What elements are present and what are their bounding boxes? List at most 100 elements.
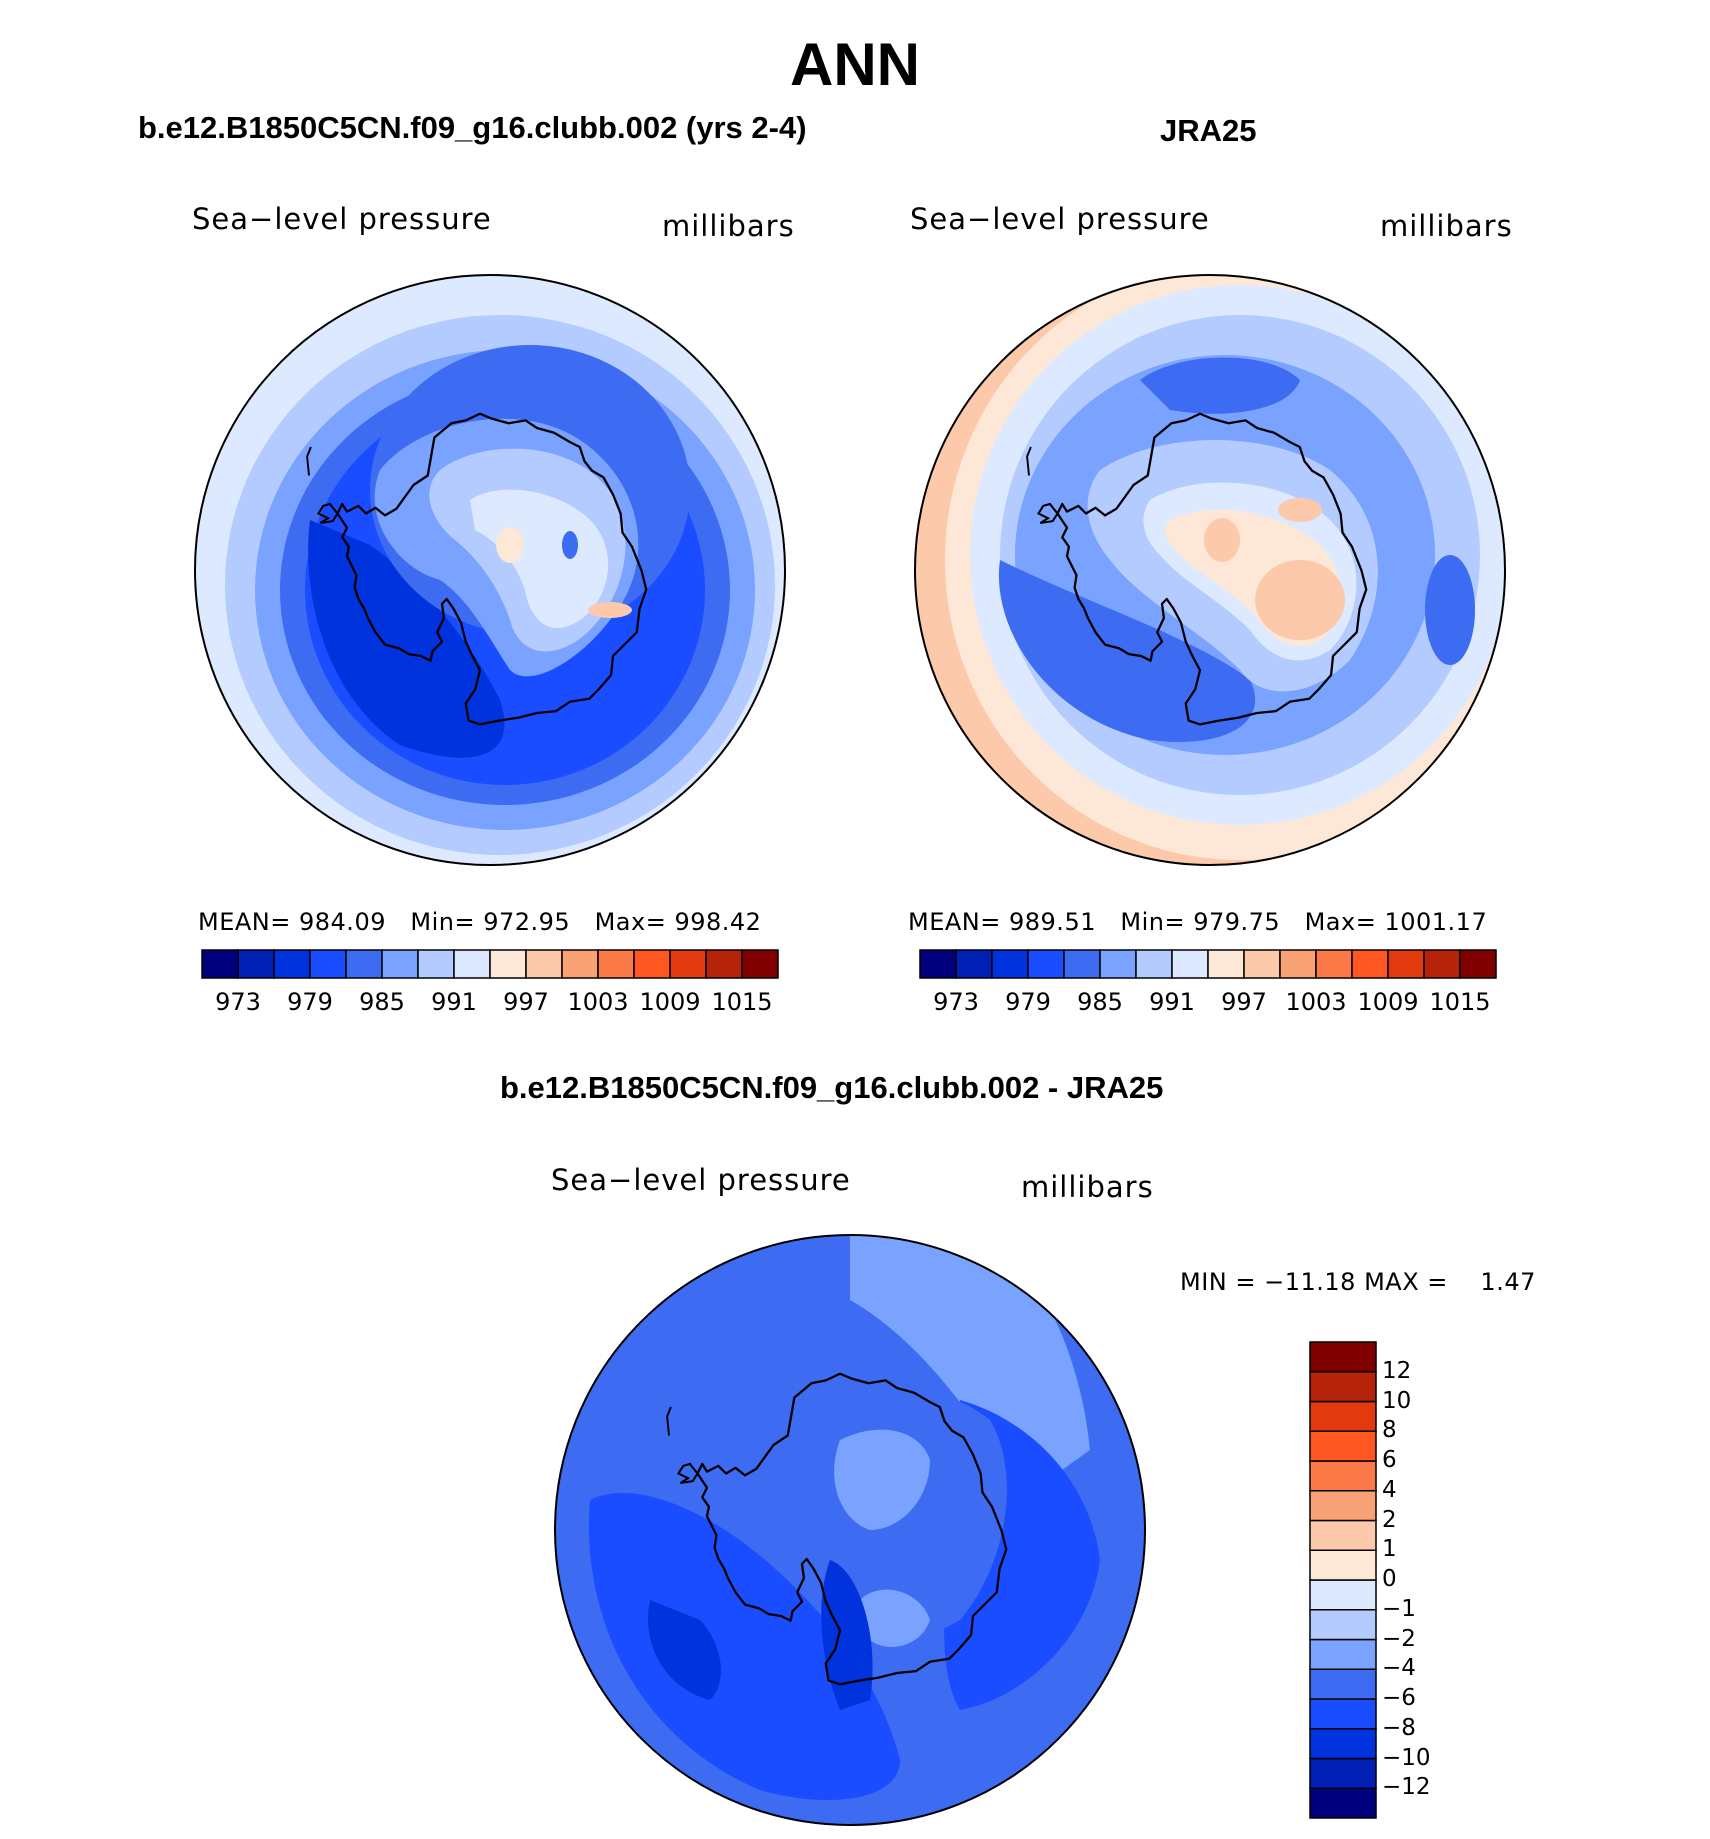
colorbar-box — [919, 949, 957, 979]
colorbar-box — [1099, 949, 1137, 979]
colorbar-box — [417, 949, 455, 979]
colorbar-box — [1309, 1609, 1377, 1641]
max-label: MAX = — [1364, 1268, 1448, 1296]
colorbar-box — [1387, 949, 1425, 979]
colorbar-tick-label: 985 — [359, 988, 405, 1016]
colorbar-box — [669, 949, 707, 979]
panel-2-stats: MEAN= 989.51 Min= 979.75 Max= 1001.17 — [908, 908, 1487, 936]
colorbar-box — [1063, 949, 1101, 979]
colorbar-box — [1135, 949, 1173, 979]
colorbar-box — [1243, 949, 1281, 979]
colorbar-tick-label: 4 — [1382, 1476, 1397, 1503]
colorbar-box — [1309, 1460, 1377, 1492]
colorbar-box — [991, 949, 1029, 979]
colorbar-tick-label: −8 — [1382, 1714, 1416, 1741]
panel-2-heading: JRA25 — [1160, 113, 1257, 148]
min-label: MIN = — [1180, 1268, 1256, 1296]
colorbar-box — [955, 949, 993, 979]
colorbar-box — [1309, 1490, 1377, 1522]
panel-1-map — [194, 274, 786, 866]
colorbar-tick-label: 985 — [1077, 988, 1123, 1016]
colorbar-tick-label: 973 — [933, 988, 979, 1016]
max-value: 1.47 — [1480, 1268, 1536, 1296]
max-label: Max= — [594, 908, 667, 936]
colorbar-box — [1315, 949, 1353, 979]
colorbar-box — [1309, 1728, 1377, 1760]
colorbar-tick-label: −1 — [1382, 1595, 1416, 1622]
max-value: 1001.17 — [1384, 908, 1488, 936]
min-value: 972.95 — [483, 908, 571, 936]
colorbar-box — [201, 949, 239, 979]
colorbar-tick-label: 1015 — [1429, 988, 1491, 1016]
colorbar-tick-label: 997 — [503, 988, 549, 1016]
colorbar-tick-label: 997 — [1221, 988, 1267, 1016]
colorbar-box — [597, 949, 635, 979]
panel-3-units: millibars — [1021, 1170, 1154, 1204]
colorbar-box — [1309, 1519, 1377, 1551]
colorbar-box — [1309, 1400, 1377, 1432]
colorbar-panel-1 — [201, 949, 779, 979]
colorbar-tick-label: −4 — [1382, 1655, 1416, 1682]
colorbar-box — [1459, 949, 1497, 979]
colorbar-tick-label: 12 — [1382, 1357, 1412, 1384]
colorbar-tick-label: 973 — [215, 988, 261, 1016]
colorbar-box — [1309, 1698, 1377, 1730]
colorbar-box — [453, 949, 491, 979]
colorbar-box — [633, 949, 671, 979]
mean-label: MEAN= — [908, 908, 1001, 936]
colorbar-panel-3 — [1309, 1341, 1377, 1819]
min-label: Min= — [1120, 908, 1186, 936]
min-value: 979.75 — [1193, 908, 1281, 936]
panel-3-heading: b.e12.B1850C5CN.f09_g16.clubb.002 - JRA2… — [500, 1070, 1164, 1105]
mean-label: MEAN= — [198, 908, 291, 936]
colorbar-tick-label: −6 — [1382, 1685, 1416, 1711]
panel-3-map — [554, 1234, 1146, 1826]
colorbar-box — [1309, 1371, 1377, 1403]
colorbar-tick-label: 991 — [431, 988, 477, 1016]
colorbar-tick-label: 8 — [1382, 1417, 1397, 1444]
panel-3-variable: Sea−level pressure — [551, 1163, 851, 1197]
panel-1-heading: b.e12.B1850C5CN.f09_g16.clubb.002 (yrs 2… — [138, 110, 807, 145]
colorbar-tick-label: 1 — [1382, 1536, 1397, 1563]
colorbar-box — [525, 949, 563, 979]
colorbar-box — [309, 949, 347, 979]
max-value: 998.42 — [674, 908, 762, 936]
colorbar-box — [345, 949, 383, 979]
colorbar-box — [1309, 1638, 1377, 1670]
panel-1-variable: Sea−level pressure — [192, 202, 492, 236]
colorbar-tick-label: 979 — [287, 988, 333, 1016]
panel-1-units: millibars — [662, 209, 795, 243]
colorbar-tick-label: 6 — [1382, 1447, 1397, 1473]
panel-2-map — [914, 274, 1506, 866]
figure-title: ANN — [790, 31, 920, 98]
colorbar-box — [1351, 949, 1389, 979]
colorbar-box — [273, 949, 311, 979]
colorbar-panel-2 — [919, 949, 1497, 979]
colorbar-box — [1309, 1341, 1377, 1373]
colorbar-tick-label: 979 — [1005, 988, 1051, 1016]
colorbar-box — [705, 949, 743, 979]
colorbar-box — [1207, 949, 1245, 979]
colorbar-tick-label: 1009 — [639, 988, 701, 1016]
colorbar-tick-label: 1009 — [1357, 988, 1419, 1016]
colorbar-tick-label: 0 — [1382, 1566, 1397, 1592]
max-label: Max= — [1304, 908, 1377, 936]
min-value: −11.18 — [1264, 1268, 1356, 1296]
colorbar-tick-label: 10 — [1382, 1387, 1412, 1414]
colorbar-box — [561, 949, 599, 979]
colorbar-tick-label: 1003 — [567, 988, 629, 1016]
min-label: Min= — [410, 908, 476, 936]
colorbar-box — [1309, 1579, 1377, 1611]
colorbar-box — [1279, 949, 1317, 979]
colorbar-tick-label: 991 — [1149, 988, 1195, 1016]
mean-value: 984.09 — [299, 908, 386, 936]
colorbar-tick-label: 1015 — [711, 988, 773, 1016]
panel-3-stats: MIN = −11.18 MAX = 1.47 — [1180, 1268, 1536, 1296]
colorbar-box — [1309, 1787, 1377, 1819]
colorbar-box — [1027, 949, 1065, 979]
colorbar-box — [1309, 1549, 1377, 1581]
colorbar-tick-label: −12 — [1382, 1774, 1431, 1801]
colorbar-tick-label: 1003 — [1285, 988, 1347, 1016]
colorbar-tick-label: −2 — [1382, 1625, 1416, 1652]
